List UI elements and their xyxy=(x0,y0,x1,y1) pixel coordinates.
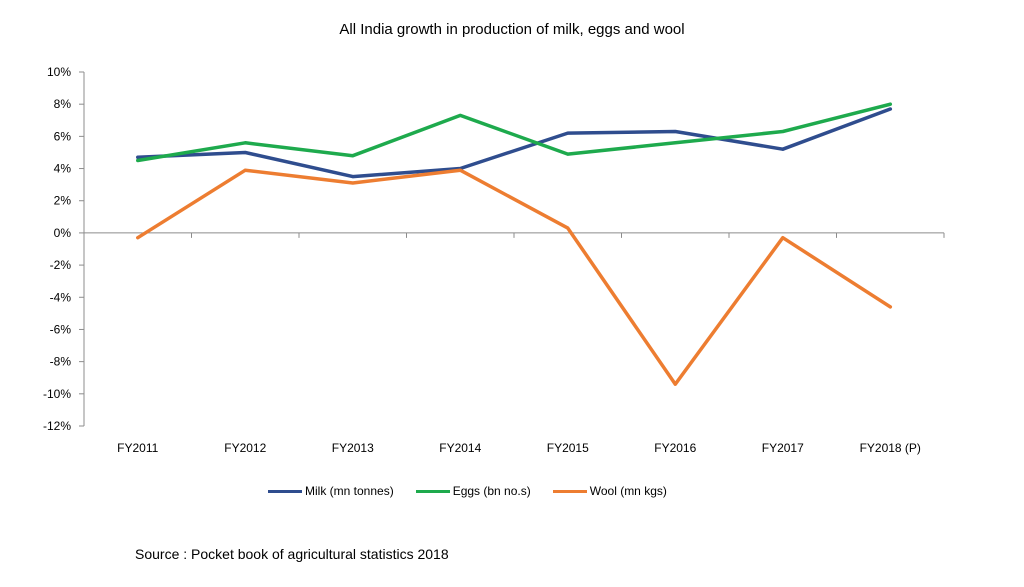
data-point-eggs xyxy=(243,141,247,145)
x-tick-label: FY2013 xyxy=(332,441,374,455)
y-tick-label: 6% xyxy=(54,129,72,143)
series-line-wool xyxy=(136,168,893,386)
y-tick-label: -4% xyxy=(50,290,72,304)
legend-label-milk: Milk (mn tonnes) xyxy=(305,484,394,498)
data-point-eggs xyxy=(888,102,892,106)
y-tick-label: 4% xyxy=(54,162,72,176)
data-point-milk xyxy=(781,147,785,151)
x-tick-label: FY2014 xyxy=(439,441,481,455)
data-point-eggs xyxy=(781,130,785,134)
data-point-wool xyxy=(351,181,355,185)
y-tick-label: -6% xyxy=(50,322,72,336)
data-point-milk xyxy=(566,131,570,135)
legend-swatch-eggs xyxy=(415,489,450,493)
data-point-milk xyxy=(136,155,140,159)
x-tick-label: FY2017 xyxy=(762,441,804,455)
data-point-milk xyxy=(351,175,355,179)
x-tick-label: FY2011 xyxy=(117,441,158,455)
data-point-milk xyxy=(888,107,892,111)
series-line-eggs xyxy=(136,102,893,163)
y-tick-label: -2% xyxy=(50,258,72,272)
x-tick-label: FY2015 xyxy=(547,441,589,455)
data-point-eggs xyxy=(673,141,677,145)
x-tick-label: FY2012 xyxy=(224,441,266,455)
data-point-wool xyxy=(458,168,462,172)
legend: Milk (mn tonnes) Eggs (bn no.s) Wool (mn… xyxy=(268,484,689,498)
series-lines xyxy=(136,102,893,386)
y-tick-label: 8% xyxy=(54,97,72,111)
y-tick-label: -8% xyxy=(50,355,72,369)
source-note: Source : Pocket book of agricultural sta… xyxy=(135,546,449,562)
data-point-wool xyxy=(136,236,140,240)
data-point-wool xyxy=(243,168,247,172)
y-tick-label: 0% xyxy=(54,226,72,240)
legend-item-milk: Milk (mn tonnes) xyxy=(268,484,394,498)
y-tick-label: -12% xyxy=(43,419,71,433)
legend-item-wool: Wool (mn kgs) xyxy=(552,484,667,498)
y-axis: 10% 8% 6% 4% 2% 0% -2% -4% -6% -8% -10% -12% xyxy=(43,65,85,433)
y-tick-label: 2% xyxy=(54,194,72,208)
data-point-milk xyxy=(243,150,247,154)
series-line-milk xyxy=(136,107,893,179)
data-point-eggs xyxy=(566,152,570,156)
x-axis: FY2011 FY2012 FY2013 FY2014 FY2015 FY2016 FY20… xyxy=(83,232,945,455)
y-tick-label: -10% xyxy=(43,387,71,401)
legend-swatch-milk xyxy=(268,489,302,493)
data-point-wool xyxy=(673,382,677,386)
chart-title: All India growth in production of milk, … xyxy=(339,21,685,38)
data-point-wool xyxy=(888,305,892,309)
data-point-eggs xyxy=(136,159,140,162)
x-tick-label: FY2016 xyxy=(654,441,696,455)
data-point-wool xyxy=(566,226,570,230)
data-point-eggs xyxy=(458,113,462,117)
legend-label-wool: Wool (mn kgs) xyxy=(589,484,667,498)
legend-label-eggs: Eggs (bn no.s) xyxy=(452,484,531,498)
x-tick-label: FY2018 (P) xyxy=(860,441,921,455)
data-point-eggs xyxy=(351,154,355,158)
legend-swatch-wool xyxy=(552,489,587,493)
legend-item-eggs: Eggs (bn no.s) xyxy=(415,484,531,498)
data-point-wool xyxy=(781,236,785,240)
data-point-milk xyxy=(673,130,677,134)
y-tick-label: 10% xyxy=(47,65,71,79)
